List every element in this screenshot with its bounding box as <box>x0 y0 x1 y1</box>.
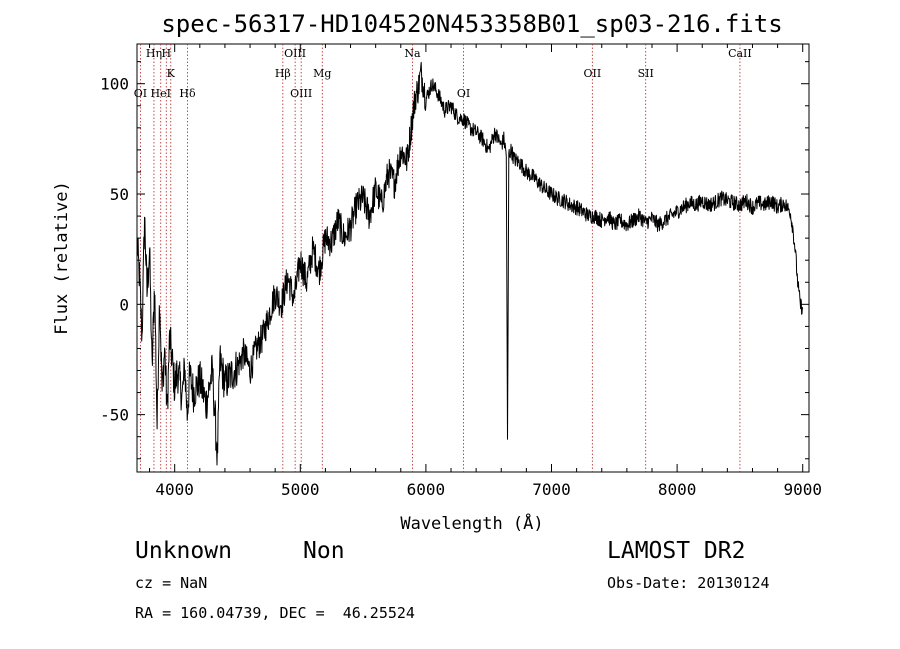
emission-line-markers <box>139 44 741 472</box>
coordinates-label: RA = 160.04739, DEC = 46.25524 <box>135 604 415 622</box>
y-tick-label: 50 <box>110 185 129 204</box>
emission-line-label: HeI <box>151 87 171 100</box>
survey-label: LAMOST DR2 <box>607 538 746 564</box>
chart-title: spec-56317-HD104520N453358B01_sp03-216.f… <box>161 10 782 38</box>
y-axis-label: Flux (relative) <box>52 181 72 335</box>
emission-line-label: Na <box>404 47 421 60</box>
x-tick-label: 9000 <box>783 480 822 499</box>
x-tick-label: 4000 <box>155 480 194 499</box>
plot-area-frame <box>136 43 810 473</box>
y-axis-ticks: -50 0 50 100 <box>100 61 809 460</box>
emission-line-label: H <box>161 47 171 60</box>
emission-line-label: Hβ <box>275 67 291 80</box>
object-class-label: Unknown <box>135 538 232 564</box>
y-tick-label: 0 <box>119 295 129 314</box>
y-tick-label: -50 <box>100 406 129 425</box>
emission-line-label: OI <box>134 87 147 100</box>
y-tick-label: 100 <box>100 75 129 94</box>
emission-line-label: SII <box>638 67 654 80</box>
emission-line-label: Hη <box>146 47 162 60</box>
spectrum-line <box>136 61 804 466</box>
emission-line-label: Hδ <box>179 87 196 100</box>
spectrum-series <box>136 61 804 466</box>
emission-line-label: OI <box>457 87 470 100</box>
x-tick-label: 5000 <box>281 480 320 499</box>
emission-line-label: OIII <box>284 47 306 60</box>
emission-line-label: OII <box>583 67 601 80</box>
emission-line-label: K <box>167 67 176 80</box>
x-tick-label: 7000 <box>532 480 571 499</box>
emission-line-label: Mg <box>313 67 331 80</box>
obs-date-label: Obs-Date: 20130124 <box>607 574 770 592</box>
redshift-label: cz = NaN <box>135 574 208 592</box>
emission-line-label: CaII <box>728 47 752 60</box>
emission-line-label: OIII <box>290 87 312 100</box>
x-tick-label: 6000 <box>407 480 446 499</box>
x-axis-label: Wavelength (Å) <box>400 512 543 534</box>
x-axis-ticks: 4000 5000 6000 7000 8000 9000 <box>149 44 822 499</box>
x-tick-label: 8000 <box>658 480 697 499</box>
subclass-label: Non <box>303 538 345 564</box>
